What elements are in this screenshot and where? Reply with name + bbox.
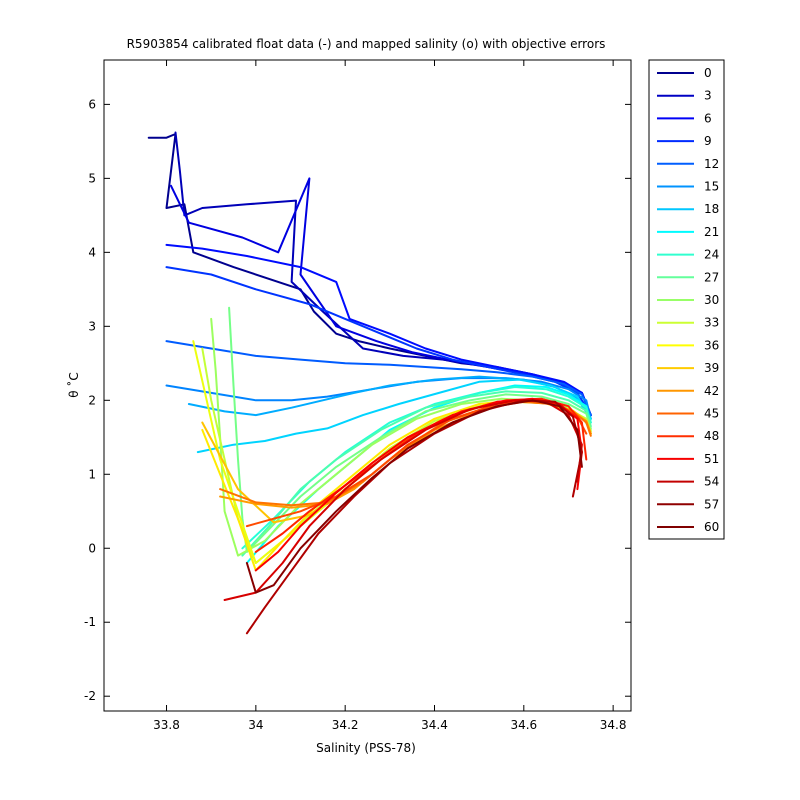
legend-item-60: 60 xyxy=(657,520,719,534)
x-tick-label: 34.8 xyxy=(600,718,627,732)
legend-label: 9 xyxy=(704,134,712,148)
legend-label: 33 xyxy=(704,316,719,330)
legend-label: 18 xyxy=(704,202,719,216)
y-axis-title: θ ˚C xyxy=(66,372,81,398)
legend-label: 0 xyxy=(704,66,712,80)
legend-item-51: 51 xyxy=(657,452,719,466)
profile-line-extra-22 xyxy=(254,397,583,572)
legend-item-42: 42 xyxy=(657,384,719,398)
legend-label: 24 xyxy=(704,248,719,262)
legend-item-18: 18 xyxy=(657,202,719,216)
legend-label: 21 xyxy=(704,225,719,239)
legend-label: 39 xyxy=(704,361,719,375)
legend-label: 51 xyxy=(704,452,719,466)
profile-line-15 xyxy=(165,340,592,417)
legend-label: 12 xyxy=(704,157,719,171)
x-tick-label: 34.6 xyxy=(510,718,537,732)
y-tick-label: -2 xyxy=(84,689,96,703)
legend-label: 27 xyxy=(704,270,719,284)
x-tick-label: 33.8 xyxy=(153,718,180,732)
y-tick-label: 2 xyxy=(88,393,96,407)
legend-label: 54 xyxy=(704,475,719,489)
x-tick-label: 34 xyxy=(248,718,263,732)
legend-item-12: 12 xyxy=(657,157,719,171)
legend-item-0: 0 xyxy=(657,66,712,80)
legend-item-39: 39 xyxy=(657,361,719,375)
legend-label: 3 xyxy=(704,89,712,103)
y-axis-ticks: -2 -1 0 1 2 3 4 5 6 xyxy=(84,97,631,703)
legend-item-57: 57 xyxy=(657,497,719,511)
legend-item-48: 48 xyxy=(657,429,719,443)
profile-line-6 xyxy=(170,177,592,417)
chart-title: R5903854 calibrated float data (-) and m… xyxy=(127,37,606,51)
legend-item-54: 54 xyxy=(657,475,719,489)
y-tick-label: 4 xyxy=(88,245,96,259)
legend-item-21: 21 xyxy=(657,225,719,239)
legend-label: 36 xyxy=(704,338,719,352)
legend-label: 42 xyxy=(704,384,719,398)
legend-item-6: 6 xyxy=(657,111,712,125)
y-tick-label: 5 xyxy=(88,171,96,185)
legend-item-30: 30 xyxy=(657,293,719,307)
plot-frame xyxy=(103,59,632,712)
y-tick-label: 0 xyxy=(88,541,96,555)
legend-label: 45 xyxy=(704,407,719,421)
y-tick-label: -1 xyxy=(84,615,96,629)
legend-item-15: 15 xyxy=(657,180,719,194)
x-tick-label: 34.4 xyxy=(421,718,448,732)
profile-line-extra-23 xyxy=(223,399,583,601)
profile-line-36 xyxy=(228,306,592,553)
profile-line-9 xyxy=(165,243,592,417)
y-tick-label: 6 xyxy=(88,97,96,111)
series-layer xyxy=(147,131,592,635)
legend-label: 15 xyxy=(704,180,719,194)
legend-label: 30 xyxy=(704,293,719,307)
legend-item-9: 9 xyxy=(657,134,712,148)
legend-label: 60 xyxy=(704,520,719,534)
profile-line-24 xyxy=(196,378,592,454)
legend-item-36: 36 xyxy=(657,338,719,352)
legend-item-45: 45 xyxy=(657,407,719,421)
y-tick-label: 1 xyxy=(88,467,96,481)
legend-item-33: 33 xyxy=(657,316,719,330)
profile-line-extra-25 xyxy=(245,399,583,594)
legend-item-3: 3 xyxy=(657,89,712,103)
legend-label: 48 xyxy=(704,429,719,443)
profile-line-33 xyxy=(241,390,592,557)
x-axis-ticks: 33.8 34 34.2 34.4 34.6 34.8 xyxy=(153,60,626,732)
legend-item-24: 24 xyxy=(657,248,719,262)
x-tick-label: 34.2 xyxy=(332,718,359,732)
x-axis-title: Salinity (PSS-78) xyxy=(316,741,416,755)
legend-label: 6 xyxy=(704,111,712,125)
legend-label: 57 xyxy=(704,497,719,511)
legend-item-27: 27 xyxy=(657,270,719,284)
y-tick-label: 3 xyxy=(88,319,96,333)
